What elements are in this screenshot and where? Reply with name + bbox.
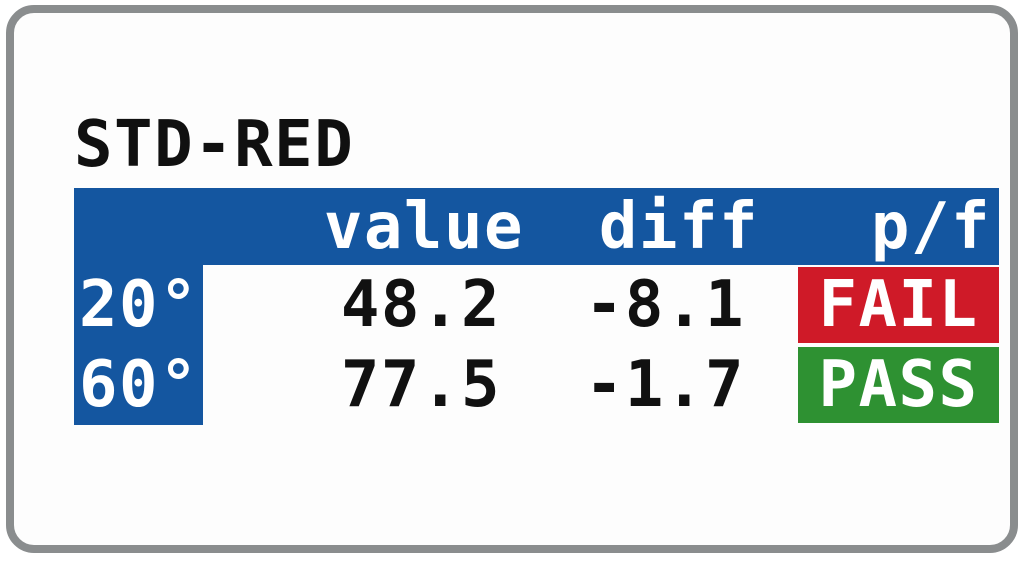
preset-title: STD-RED bbox=[74, 108, 355, 182]
column-header-pass-fail: p/f bbox=[870, 189, 991, 264]
status-badge-pass: PASS bbox=[798, 347, 999, 423]
diff-cell-20: -8.1 bbox=[584, 268, 745, 342]
table-row-60deg: 60° 77.5 -1.7 PASS bbox=[74, 345, 999, 425]
status-badge-fail: FAIL bbox=[798, 267, 999, 343]
result-cell-20: FAIL bbox=[745, 265, 999, 345]
measurement-table: value diff p/f 20° 48.2 -8.1 FAIL 60° 77… bbox=[74, 188, 999, 425]
result-cell-60: PASS bbox=[745, 345, 999, 425]
table-header-row: value diff p/f bbox=[74, 188, 999, 265]
column-header-diff: diff bbox=[598, 189, 759, 264]
value-cell-20: 48.2 bbox=[340, 268, 501, 342]
table-row-20deg: 20° 48.2 -8.1 FAIL bbox=[74, 265, 999, 345]
row-label-angle-20: 20° bbox=[74, 265, 203, 345]
column-header-value: value bbox=[323, 189, 524, 264]
value-cell-60: 77.5 bbox=[340, 348, 501, 422]
device-screen-frame: STD-RED value diff p/f 20° 48.2 -8.1 FAI… bbox=[6, 5, 1018, 553]
row-label-angle-60: 60° bbox=[74, 345, 203, 425]
diff-cell-60: -1.7 bbox=[584, 348, 745, 422]
